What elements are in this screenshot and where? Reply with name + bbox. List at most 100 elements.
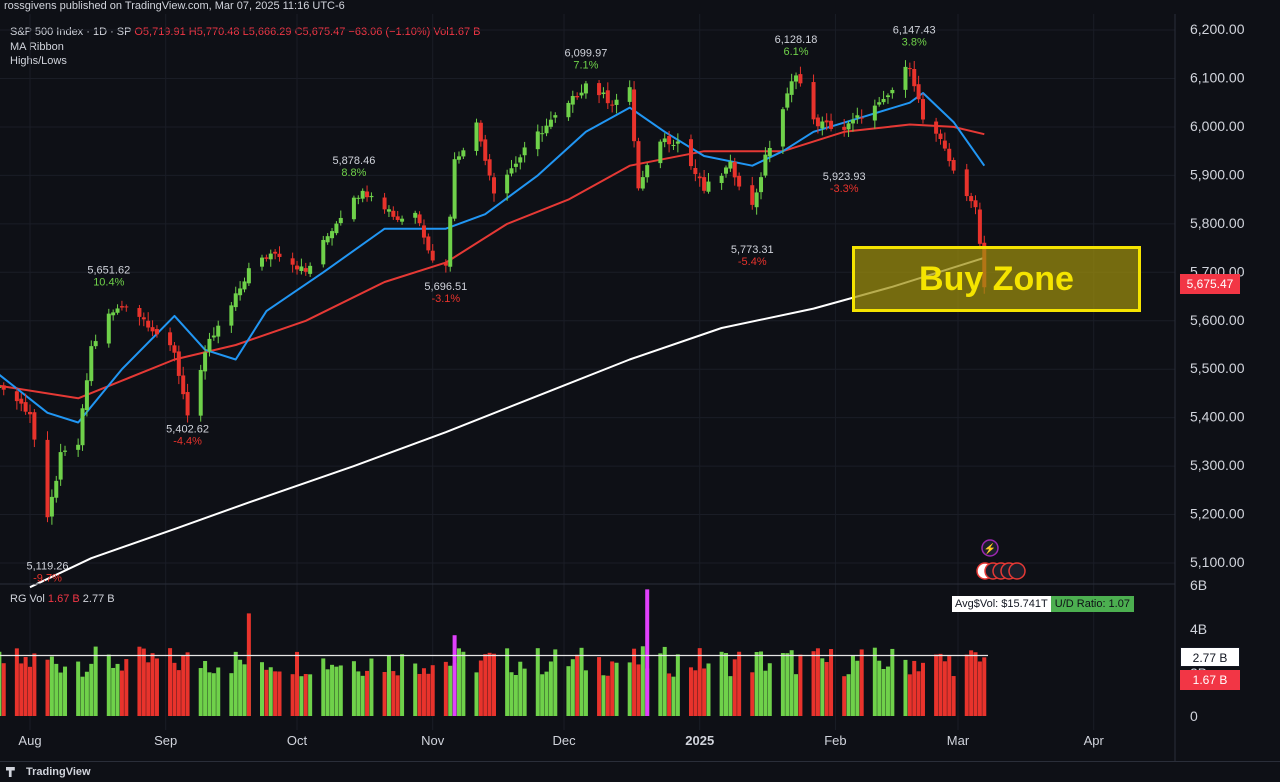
volume-bar — [207, 672, 212, 716]
swing-high-percent-label: 3.8% — [902, 37, 927, 49]
time-tick-label: Aug — [18, 733, 41, 748]
volume-bar — [627, 662, 632, 716]
candle-body — [260, 257, 264, 267]
price-tick-label: 6,100.00 — [1190, 70, 1245, 86]
candle-body — [610, 104, 615, 106]
candle-body — [964, 169, 969, 197]
time-tick-label: Dec — [552, 733, 576, 748]
candle-body — [338, 217, 343, 224]
volume-bar — [478, 660, 483, 716]
candle-body — [386, 209, 391, 212]
candle-body — [535, 131, 540, 150]
lightning-event-icon — [981, 539, 999, 557]
volume-bar — [579, 647, 584, 716]
volume-bar — [702, 668, 707, 716]
candle-body — [150, 327, 155, 332]
swing-high-price-label: 6,128.18 — [775, 34, 818, 46]
buy-zone-annotation[interactable]: Buy Zone — [852, 246, 1141, 312]
volume-bar — [553, 649, 558, 716]
candle-body — [45, 439, 50, 518]
volume-bar — [93, 646, 98, 716]
volume-bar — [290, 674, 295, 716]
volume-bar — [881, 668, 886, 716]
volume-bar — [877, 660, 882, 716]
volume-bar — [842, 676, 847, 716]
candle-body — [400, 218, 405, 222]
candle-body — [299, 266, 304, 271]
candle-body — [829, 120, 834, 129]
vol-avg-value: 2.77 B — [82, 593, 115, 605]
volume-bar — [124, 659, 129, 716]
volume-bar — [522, 668, 527, 716]
candle-body — [702, 177, 707, 191]
volume-bar — [277, 671, 282, 716]
candle-body — [640, 177, 645, 189]
tradingview-brand[interactable]: TradingView — [6, 766, 91, 778]
volume-bar — [106, 654, 111, 716]
footer: TradingView — [0, 761, 1280, 782]
volume-bar — [417, 673, 422, 716]
volume-bar — [115, 663, 120, 716]
volume-bar — [181, 655, 186, 716]
candle-body — [934, 121, 939, 134]
volume-bar — [474, 672, 479, 716]
volume-bar — [737, 651, 742, 716]
candle-body — [973, 200, 978, 208]
volume-bar — [728, 676, 733, 716]
volume-bar — [63, 666, 68, 716]
candle-body — [667, 136, 672, 145]
volume-bar — [951, 676, 956, 716]
vol-last-value: 1.67 B — [47, 593, 80, 605]
volume-bar — [264, 669, 269, 716]
candle-body — [544, 125, 549, 134]
candle-body — [28, 411, 32, 415]
candle-body — [881, 98, 886, 103]
volume-bar — [23, 657, 28, 716]
candle-body — [518, 157, 523, 163]
volume-bar — [391, 671, 396, 716]
candle-body — [912, 68, 917, 87]
candle-body — [115, 308, 120, 313]
candle-body — [780, 109, 785, 147]
candle-body — [824, 120, 829, 123]
candle-body — [443, 262, 448, 266]
volume-bar — [846, 674, 851, 716]
legend-symbol-row[interactable]: S&P 500 Index · 1D · SP O5,719.91 H5,770… — [10, 25, 481, 40]
volume-bar — [535, 648, 540, 716]
candle-body — [548, 119, 553, 127]
candle-body — [106, 313, 111, 344]
time-tick-label: 2025 — [685, 733, 714, 748]
candle-body — [137, 308, 142, 317]
candle-body — [461, 150, 466, 157]
candle-body — [798, 74, 803, 84]
highs-lows-indicator[interactable]: Highs/Lows — [10, 55, 67, 67]
volume-bar — [32, 653, 37, 716]
volume-bar — [321, 658, 326, 716]
volume-bar — [750, 672, 755, 716]
volume-bar — [697, 648, 702, 716]
candle-body — [728, 161, 733, 169]
candle-body — [277, 253, 282, 257]
candle-body — [942, 140, 947, 149]
swing-low-price-label: 5,773.31 — [731, 244, 774, 256]
candle-body — [19, 398, 24, 404]
volume-bar — [575, 654, 580, 716]
candle-body — [688, 139, 693, 167]
candle-body — [330, 231, 335, 239]
candle-body — [724, 167, 728, 174]
ma-ribbon-indicator[interactable]: MA Ribbon — [10, 40, 64, 53]
volume-bar — [509, 672, 514, 716]
symbol-label[interactable]: S&P 500 Index · 1D · SP — [10, 26, 132, 38]
volume-bar — [295, 651, 300, 716]
candle-body — [789, 81, 794, 95]
candle-body — [579, 92, 584, 96]
volume-bar — [794, 674, 799, 716]
price-tick-label: 5,400.00 — [1190, 409, 1245, 425]
ud-ratio: U/D Ratio: 1.07 — [1050, 596, 1134, 612]
event-icons[interactable]: ⚡ — [976, 539, 1026, 580]
candle-body — [872, 105, 877, 121]
volume-bar — [168, 648, 173, 716]
candle-body — [575, 95, 580, 98]
volume-bar — [89, 663, 94, 716]
